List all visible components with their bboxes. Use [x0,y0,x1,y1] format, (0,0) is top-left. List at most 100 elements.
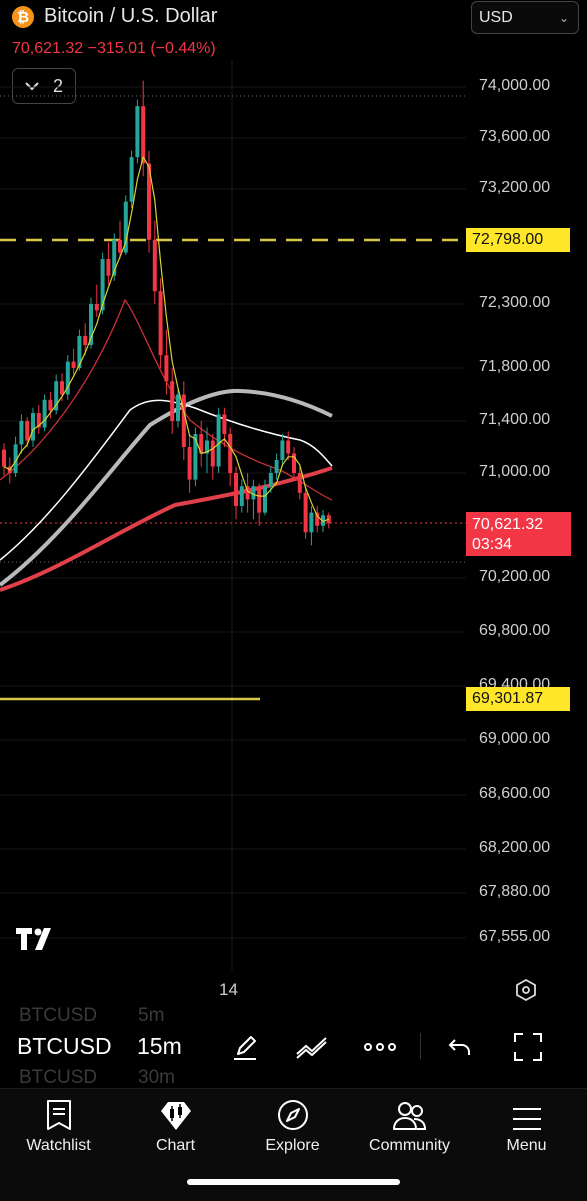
more-icon [364,1043,396,1051]
chevron-down-icon [25,81,39,90]
nav-chart[interactable]: Chart [117,1089,234,1159]
price-tick-label: 67,555.00 [479,928,551,945]
candle [13,444,18,473]
candle [280,440,285,460]
candle [309,512,314,533]
candle [251,486,256,500]
candle [135,106,140,158]
interval-prev: 5m [138,1005,165,1026]
candle [199,434,204,454]
nav-community[interactable]: Community [351,1089,468,1159]
nav-explore[interactable]: Explore [234,1089,351,1159]
chart-grid [0,86,466,939]
trend-tool-icon [296,1037,327,1059]
draw-button[interactable] [225,1028,265,1066]
candle [187,447,192,480]
symbol-prev: BTCUSD [19,1005,98,1026]
candle [83,336,88,345]
home-indicator [187,1179,400,1185]
undo-button[interactable] [440,1028,480,1066]
interval-selector[interactable]: 15m [137,1033,182,1059]
candle [181,394,186,447]
candle [222,414,227,434]
price-tick-label: 68,600.00 [479,785,551,802]
candle [257,486,262,513]
candle [152,239,157,292]
candle [141,106,146,164]
candle [216,414,221,467]
candle [31,413,35,441]
candle [176,394,180,421]
candle [297,473,302,493]
nav-label: Community [369,1137,450,1154]
nav-watchlist[interactable]: Watchlist [0,1089,117,1159]
candle [65,361,70,395]
chart-icon [160,1102,191,1130]
candle [19,421,24,445]
level-upper-label: 72,798.00 [466,228,570,252]
candle [89,304,93,345]
nav-menu[interactable]: Menu [468,1089,585,1159]
more-button[interactable] [360,1028,400,1066]
price-tick-label: 73,200.00 [479,179,551,196]
time-axis-label: 14 [219,980,238,999]
candle [48,399,53,411]
compass-icon [277,1100,308,1130]
price-tick-label: 72,300.00 [479,294,551,311]
candle [245,486,250,500]
symbol-title[interactable]: Bitcoin / U.S. Dollar [44,5,218,27]
tradingview-logo-icon [16,928,51,950]
candle [193,434,198,480]
chevron-down-icon: ⌄ [558,11,569,25]
level-lower-label: 69,301.87 [466,687,570,711]
candle [158,291,163,356]
ma-grey-line [0,388,333,587]
currency-label: USD [479,9,513,26]
candle [205,440,209,454]
candle [286,440,291,454]
candle [36,413,41,428]
candle [234,473,238,507]
candle [210,440,215,467]
interval-next: 30m [138,1067,175,1088]
candle [112,239,117,276]
trend-tool-button[interactable] [292,1028,332,1066]
ma-fast-line [3,155,330,523]
watchlist-icon [46,1100,71,1130]
indicators-collapse-button[interactable]: 2 [12,68,76,104]
price-tick-label: 68,200.00 [479,839,551,856]
candle [118,239,122,253]
symbol-selector[interactable]: BTCUSD [17,1033,112,1059]
candle [94,304,99,311]
fullscreen-icon [514,1033,542,1061]
price-tick-label: 71,400.00 [479,411,551,428]
fullscreen-button[interactable] [508,1028,548,1066]
candle [292,453,296,473]
currency-selector[interactable]: USD ⌄ [471,1,579,34]
candle [106,259,111,276]
nav-label: Chart [155,1137,196,1154]
price-chart[interactable] [0,0,587,1000]
price-tick-label: 71,000.00 [479,463,551,480]
candle [164,355,169,382]
candle [321,515,325,526]
candle [25,421,30,441]
symbol-next: BTCUSD [19,1067,98,1088]
candle [228,434,233,473]
candle-countdown: 03:34 [472,536,513,553]
chart-settings-icon[interactable] [514,978,538,1002]
candle [263,486,267,513]
menu-icon [512,1108,541,1130]
current-price-value: 70,621.32 [472,516,544,533]
price-tick-label: 69,000.00 [479,730,551,747]
price-tick-label: 70,200.00 [479,568,551,585]
price-tick-label: 73,600.00 [479,128,551,145]
current-price-label: 70,621.32 03:34 [466,512,571,556]
candle [77,336,82,368]
ma-red-line [0,298,333,501]
price-tick-label: 69,800.00 [479,622,551,639]
nav-label: Menu [506,1137,547,1154]
candle [60,381,64,395]
candle [123,201,128,253]
candle [315,512,320,526]
